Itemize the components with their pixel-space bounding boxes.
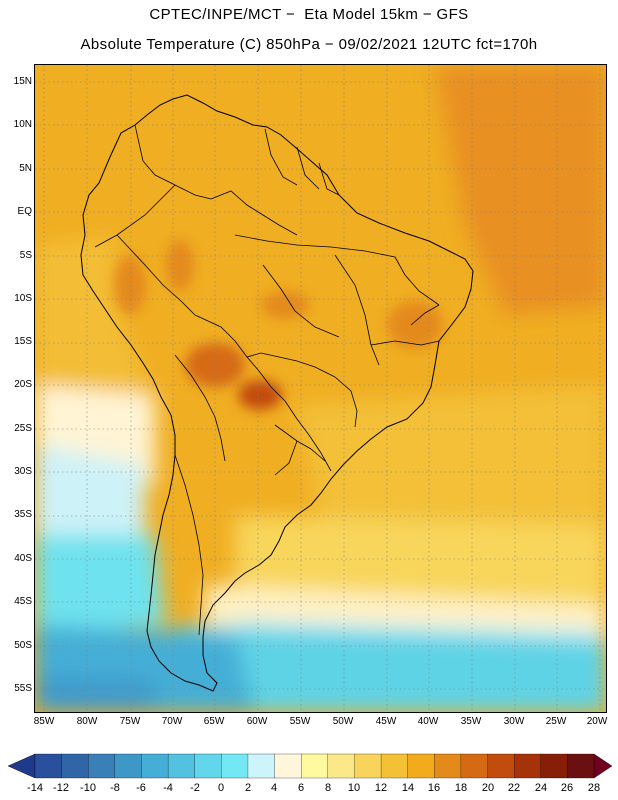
lat-label: 10S (14, 293, 32, 304)
chart-title: CPTEC/INPE/MCT − Eta Model 15km − GFS (149, 6, 469, 23)
colorbar-tick: 14 (401, 782, 415, 794)
lon-label: 45W (375, 716, 397, 727)
lon-label: 20W (586, 716, 608, 727)
lat-label: 5N (19, 163, 32, 174)
colorbar-tick: -2 (190, 782, 200, 794)
colorbar-cells (8, 753, 612, 779)
colorbar-tick: 10 (347, 782, 361, 794)
lon-label: 30W (503, 716, 525, 727)
colorbar-cell (540, 753, 568, 779)
lon-label: 65W (203, 716, 225, 727)
colorbar-cell (327, 753, 355, 779)
temperature-bands (35, 65, 606, 712)
colorbar-cell (354, 753, 382, 779)
colorbar-cell (274, 753, 302, 779)
lat-label: 20S (14, 379, 32, 390)
colorbar-cell (407, 753, 435, 779)
colorbar-cell (141, 753, 169, 779)
colorbar-cell (221, 753, 249, 779)
lon-label: 25W (545, 716, 567, 727)
colorbar-cell (167, 753, 196, 779)
colorbar-cell (114, 753, 142, 779)
colorbar-lower-extension (8, 753, 36, 779)
colorbar-tick: 6 (297, 782, 305, 794)
lon-label: 60W (246, 716, 268, 727)
colorbar-tick: 2 (244, 782, 252, 794)
colorbar-tick: 0 (217, 782, 225, 794)
colorbar-cell (380, 753, 409, 779)
colorbar-tick: 28 (587, 782, 601, 794)
lon-label: 70W (161, 716, 183, 727)
lat-label: EQ (17, 206, 32, 217)
colorbar-cell (194, 753, 222, 779)
colorbar-cell (460, 753, 488, 779)
lon-label: 75W (119, 716, 141, 727)
colorbar-cell (301, 753, 329, 779)
colorbar-cell (34, 753, 63, 779)
colorbar-tick: 18 (454, 782, 468, 794)
graticule (35, 65, 606, 712)
colorbar-tick: 4 (270, 782, 278, 794)
map-panel (34, 64, 607, 713)
colorbar-cell (567, 753, 595, 779)
lat-label: 5S (19, 250, 32, 261)
colorbar-tick: -12 (53, 782, 69, 794)
colorbar-cell (61, 753, 89, 779)
lat-label: 40S (14, 553, 32, 564)
lat-label: 55S (14, 683, 32, 694)
colorbar-cell (88, 753, 116, 779)
colorbar-upper-extension (593, 753, 612, 779)
colorbar-tick: -14 (27, 782, 43, 794)
chart-subtitle: Absolute Temperature (C) 850hPa − 09/02/… (80, 36, 538, 53)
colorbar-tick: -6 (136, 782, 146, 794)
lon-label: 50W (332, 716, 354, 727)
lon-label: 80W (76, 716, 98, 727)
colorbar-tick: 20 (481, 782, 495, 794)
lat-label: 25S (14, 423, 32, 434)
lat-label: 15S (14, 336, 32, 347)
colorbar-tick: -4 (163, 782, 173, 794)
lat-label: 45S (14, 596, 32, 607)
colorbar-cell (513, 753, 542, 779)
lon-label: 85W (33, 716, 55, 727)
colorbar-tick: 24 (534, 782, 548, 794)
lat-label: 50S (14, 640, 32, 651)
colorbar-tick: -8 (110, 782, 120, 794)
colorbar-tick: 12 (374, 782, 388, 794)
colorbar-tick: 16 (427, 782, 441, 794)
lon-label: 40W (417, 716, 439, 727)
colorbar-cell (434, 753, 462, 779)
lat-label: 30S (14, 466, 32, 477)
lon-label: 55W (289, 716, 311, 727)
colorbar-cell (487, 753, 515, 779)
country-borders (94, 124, 440, 636)
warm-spots (114, 239, 443, 410)
colorbar-tick: -10 (80, 782, 96, 794)
temperature-map (35, 65, 606, 712)
colorbar-cell (247, 753, 276, 779)
colorbar-tick: 8 (324, 782, 332, 794)
lon-label: 35W (460, 716, 482, 727)
lat-label: 35S (14, 509, 32, 520)
colorbar-tick: 22 (507, 782, 521, 794)
lat-label: 15N (13, 76, 32, 87)
lat-label: 10N (13, 119, 32, 130)
colorbar-tick: 26 (560, 782, 574, 794)
colorbar (8, 753, 612, 779)
